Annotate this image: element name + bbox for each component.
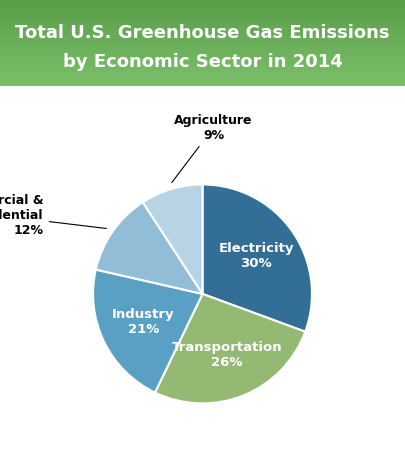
Wedge shape	[143, 184, 202, 294]
Wedge shape	[202, 184, 312, 332]
Text: Industry
21%: Industry 21%	[112, 308, 175, 336]
Wedge shape	[96, 202, 202, 294]
Text: Agriculture
9%: Agriculture 9%	[172, 113, 253, 183]
Text: Transportation
26%: Transportation 26%	[172, 341, 282, 369]
Text: Electricity
30%: Electricity 30%	[219, 242, 294, 270]
Text: by Economic Sector in 2014: by Economic Sector in 2014	[63, 53, 342, 71]
Text: Total U.S. Greenhouse Gas Emissions: Total U.S. Greenhouse Gas Emissions	[15, 24, 390, 42]
Wedge shape	[93, 269, 202, 393]
Wedge shape	[155, 294, 305, 403]
Text: Commercial &
Residential
12%: Commercial & Residential 12%	[0, 194, 107, 237]
